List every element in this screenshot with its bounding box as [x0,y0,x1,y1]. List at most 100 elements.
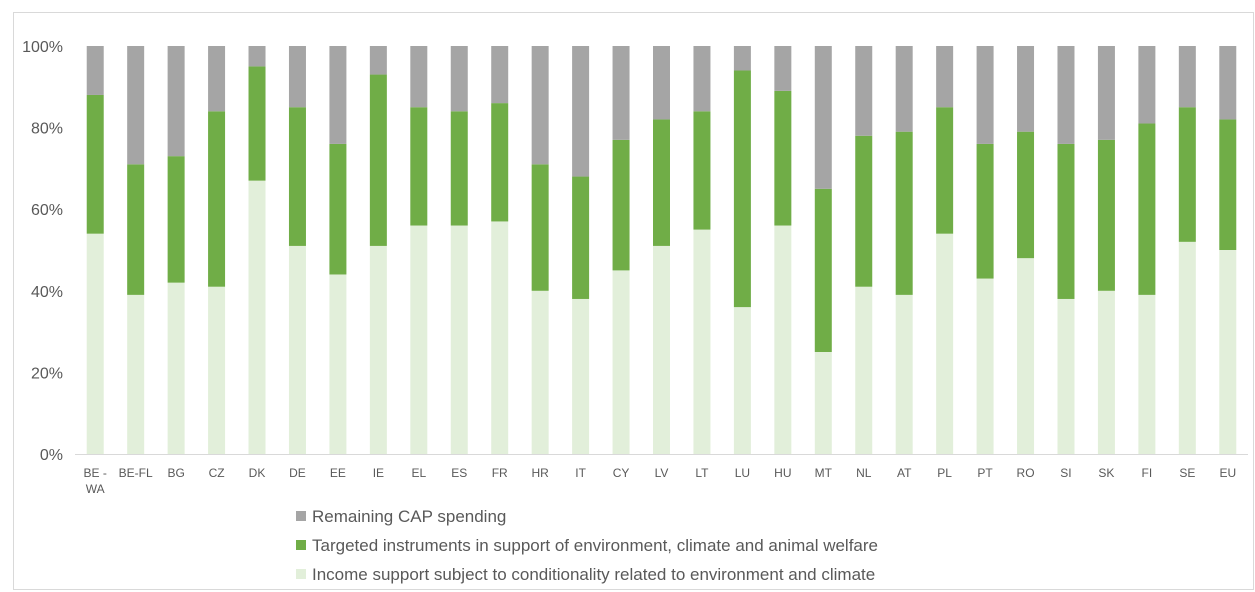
bar-segment [693,46,711,112]
bar-segment [288,46,306,108]
bar-segment [288,245,306,454]
x-tick-label: BE-FL [119,466,153,480]
bar-segment [1057,46,1075,144]
bar-segment [1057,143,1075,299]
x-tick-label: IE [373,466,384,480]
x-tick-label: DE [289,466,306,480]
x-tick-label: FI [1142,466,1153,480]
bar-segment [369,245,387,454]
legend-label: Income support subject to conditionality… [312,565,875,584]
bar-segment [1138,46,1156,124]
legend-label: Remaining CAP spending [312,507,506,526]
bar-segment [410,107,428,226]
bar-segment [86,94,104,234]
bar-segment [693,229,711,454]
bar-segment [976,143,994,279]
bar-segment [86,233,104,454]
bar-segment [612,139,630,271]
bar-segment [248,66,266,181]
y-tick-label: 20% [31,365,63,382]
bar-segment [693,111,711,230]
bar-segment [572,46,590,177]
bar-segment [86,46,104,95]
bar-segment [1219,46,1237,120]
bar-segment [976,278,994,454]
bar-segment [208,286,226,454]
legend-label: Targeted instruments in support of envir… [312,536,878,555]
bar-segment [855,286,873,454]
x-tick-label: HR [531,466,549,480]
bar-segment [450,111,468,226]
bar-segment [208,46,226,112]
bar-segment [936,233,954,454]
x-tick-label: CY [613,466,630,480]
bar-segment [572,298,590,454]
bar-segment [127,46,145,165]
bar-segment [814,46,832,189]
bar-segment [653,119,670,246]
bar-segment [208,111,226,287]
bar-segment [976,46,994,144]
bar-segment [814,352,832,454]
bar-segment [1219,119,1237,250]
bar-segment [167,46,185,157]
bar-segment [127,294,145,454]
bar-segment [1097,46,1115,140]
y-tick-label: 60% [31,202,63,219]
y-tick-label: 40% [31,284,63,301]
x-tick-label: EE [330,466,346,480]
x-tick-label: DK [249,466,266,480]
bar-segment [1219,250,1237,454]
x-tick-label: ES [451,466,467,480]
bar-segment [531,164,549,291]
bar-segment [1178,241,1196,454]
x-tick-label: LV [655,466,669,480]
legend-swatch [296,540,306,550]
chart-frame [13,12,1254,590]
bar-segment [572,176,590,299]
bar-segment [774,46,792,91]
x-tick-label: SK [1098,466,1114,480]
x-tick-label: SE [1179,466,1195,480]
bar-segment [410,225,428,454]
bar-segment [1138,294,1156,454]
bar-segment [936,107,954,234]
x-tick-label: BG [167,466,184,480]
bar-segment [814,188,832,352]
bar-segment [329,274,347,454]
x-tick-label: FR [492,466,508,480]
bar-segment [653,46,670,120]
bar-segment [1017,131,1035,259]
y-tick-label: 80% [31,121,63,138]
x-tick-label: NL [856,466,872,480]
x-tick-label: MT [815,466,833,480]
bar-segment [612,46,630,140]
bar-segment [895,294,913,454]
bar-segment [450,46,468,112]
bar-segment [1017,46,1035,132]
bar-segment [1097,139,1115,291]
x-tick-label: AT [897,466,912,480]
legend-swatch [296,511,306,521]
bar-segment [329,143,347,275]
bar-segment [733,307,751,454]
bar-segment [491,221,509,454]
x-tick-label: HU [774,466,791,480]
bar-segment [1097,290,1115,454]
bar-segment [774,90,792,226]
bar-segment [127,164,145,295]
bar-segment [491,103,509,222]
bar-segment [410,46,428,108]
bar-segment [612,270,630,454]
bar-segment [369,74,387,246]
legend-swatch [296,569,306,579]
x-tick-label: RO [1017,466,1035,480]
bar-segment [167,156,185,283]
x-tick-label: CZ [209,466,225,480]
bar-segment [1138,123,1156,295]
bar-segment [369,46,387,75]
y-tick-label: 100% [22,39,63,56]
bar-segment [167,282,185,454]
bar-segment [450,225,468,454]
